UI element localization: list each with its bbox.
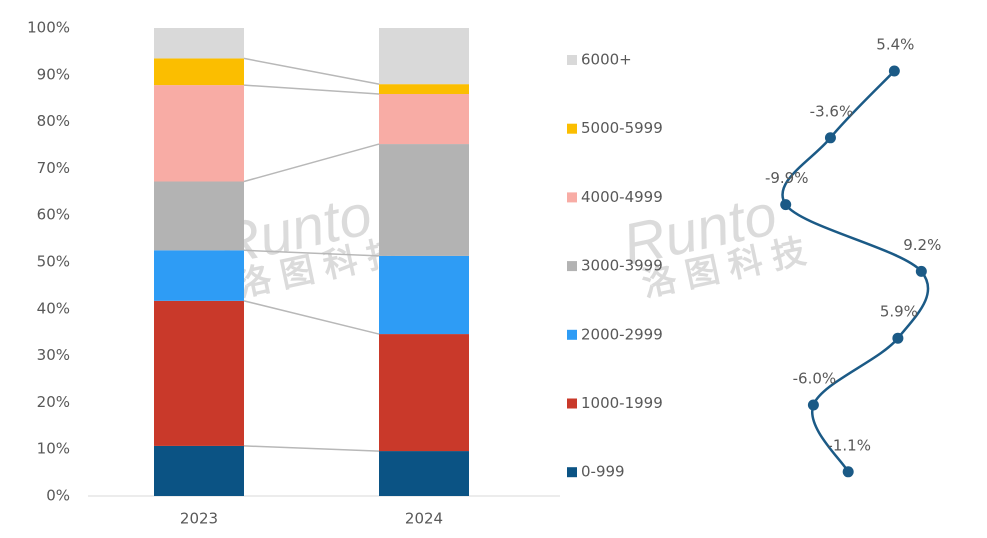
legend-label: 2000-2999 — [581, 325, 663, 343]
y-tick-label: 10% — [37, 440, 70, 458]
legend-swatch — [567, 55, 577, 65]
y-tick-label: 30% — [37, 346, 70, 364]
bar-segment — [379, 144, 469, 256]
connector — [243, 84, 380, 95]
legend-swatch — [567, 261, 577, 272]
y-tick-label: 50% — [37, 253, 70, 271]
x-tick-label: 2023 — [180, 510, 218, 528]
legend-label: 0-999 — [581, 463, 625, 481]
data-label: -3.6% — [810, 102, 854, 120]
bar-segment — [154, 300, 244, 446]
data-label: 5.4% — [876, 36, 914, 54]
legend-label: 6000+ — [581, 51, 632, 69]
y-tick-label: 0% — [46, 487, 70, 505]
legend-swatch — [567, 398, 577, 409]
bar-segment — [379, 451, 469, 496]
y-tick-label: 20% — [37, 393, 70, 411]
legend-swatch — [567, 467, 577, 478]
change-point — [780, 199, 792, 211]
legend-label: 4000-4999 — [581, 188, 663, 206]
bar-segment — [379, 334, 469, 452]
legend-swatch — [567, 192, 577, 203]
y-tick-label: 80% — [37, 112, 70, 130]
x-tick-label: 2024 — [405, 510, 443, 528]
bar-segment — [379, 93, 469, 145]
data-label: 5.9% — [880, 303, 918, 321]
connector — [243, 57, 380, 85]
change-point — [824, 132, 836, 144]
bar-segment — [379, 255, 469, 335]
bar-segment — [154, 85, 244, 182]
data-label: -9.9% — [765, 169, 809, 187]
change-point — [888, 65, 900, 77]
data-label: -1.1% — [827, 436, 871, 454]
connector — [243, 143, 380, 183]
change-point — [892, 332, 904, 344]
bar-segment — [379, 84, 469, 94]
bar-segment — [154, 445, 244, 496]
legend-label: 1000-1999 — [581, 394, 663, 412]
data-label: -6.0% — [793, 370, 837, 388]
change-point — [807, 399, 819, 411]
bar-segment — [154, 28, 244, 59]
change-point — [842, 466, 854, 478]
legend-label: 5000-5999 — [581, 119, 663, 137]
connector — [243, 445, 380, 452]
legend-swatch — [567, 329, 577, 340]
connector — [243, 300, 380, 335]
data-label: 9.2% — [903, 236, 941, 254]
y-tick-label: 100% — [27, 19, 70, 37]
y-tick-label: 60% — [37, 206, 70, 224]
connector — [243, 249, 380, 257]
y-tick-label: 90% — [37, 65, 70, 83]
bar-segment — [379, 28, 469, 85]
bar-segment — [154, 58, 244, 86]
legend-label: 3000-3999 — [581, 257, 663, 275]
y-tick-label: 70% — [37, 159, 70, 177]
change-point — [915, 265, 927, 277]
bar-segment — [154, 250, 244, 301]
bar-segment — [154, 181, 244, 251]
y-tick-label: 40% — [37, 299, 70, 317]
legend-swatch — [567, 123, 577, 134]
